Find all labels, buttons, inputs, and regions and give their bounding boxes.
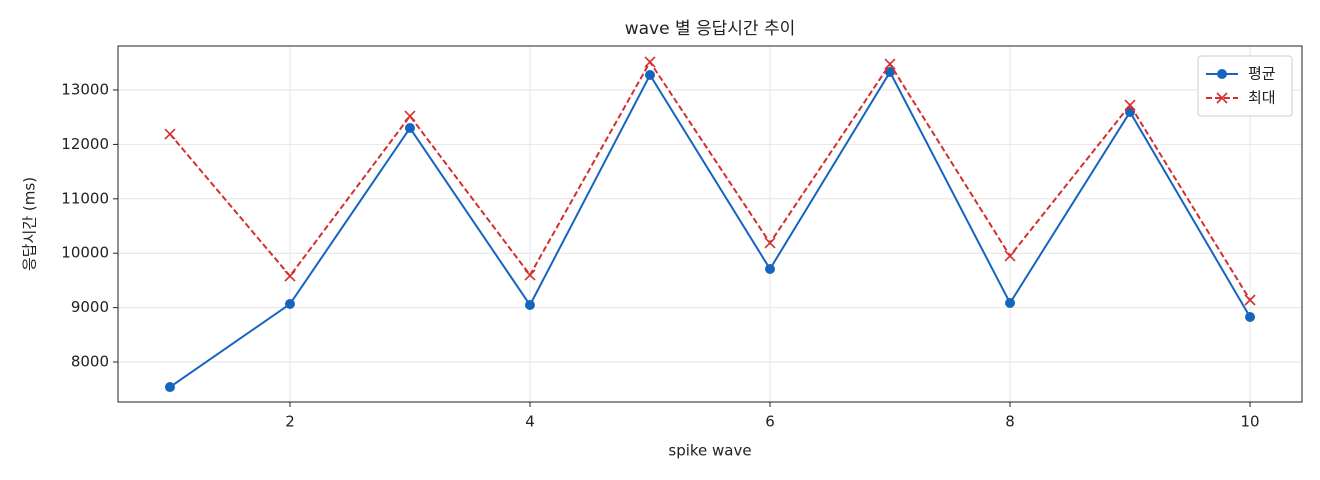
- marker: [284, 299, 295, 310]
- marker: [884, 58, 896, 70]
- legend-label: 평균: [1248, 65, 1276, 83]
- marker: [1005, 297, 1016, 308]
- plot-frame: [117, 45, 1303, 403]
- series-line: [169, 69, 1251, 388]
- marker: [1217, 69, 1227, 79]
- marker: [1004, 250, 1016, 262]
- legend-box: [1197, 55, 1293, 117]
- y-tick-label: 12000: [61, 135, 109, 153]
- legend-label: 최대: [1248, 89, 1276, 107]
- marker: [1216, 92, 1228, 104]
- x-tick-label: 4: [525, 413, 535, 431]
- x-tick-label: 8: [1005, 413, 1015, 431]
- marker: [764, 237, 776, 249]
- x-tick-label: 10: [1240, 413, 1259, 431]
- marker: [164, 382, 175, 393]
- x-tick-label: 6: [765, 413, 775, 431]
- x-axis-label: spike wave: [668, 442, 751, 460]
- marker: [644, 69, 655, 80]
- marker: [765, 263, 776, 274]
- marker: [644, 56, 656, 68]
- marker: [1245, 312, 1256, 323]
- y-tick-label: 10000: [61, 244, 109, 262]
- y-tick-label: 9000: [71, 298, 109, 316]
- series-line: [169, 60, 1251, 301]
- y-tick-label: 8000: [71, 353, 109, 371]
- y-tick-label: 13000: [61, 81, 109, 99]
- marker: [1124, 99, 1136, 111]
- marker: [284, 270, 296, 282]
- marker: [1244, 294, 1256, 306]
- marker: [164, 128, 176, 140]
- y-tick-label: 11000: [61, 189, 109, 207]
- marker: [404, 123, 415, 134]
- chart-title: wave 별 응답시간 추이: [625, 19, 796, 39]
- x-tick-label: 2: [285, 413, 295, 431]
- y-axis-label: 응답시간 (ms): [21, 177, 39, 271]
- marker: [524, 269, 536, 281]
- marker: [524, 300, 535, 311]
- marker: [404, 110, 416, 122]
